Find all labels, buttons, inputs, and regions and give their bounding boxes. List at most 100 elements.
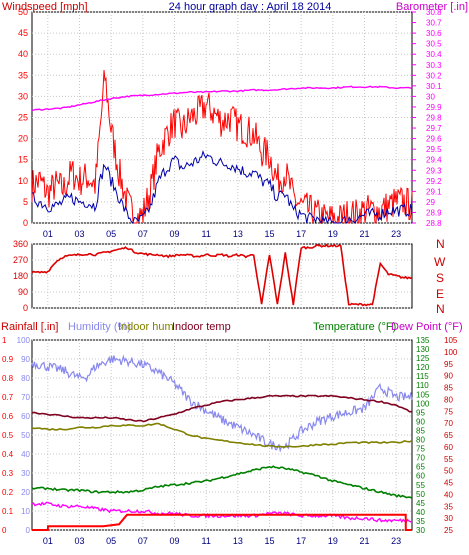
dewpoint-tick-label: 80: [444, 395, 453, 404]
barometer-tick-label: 30.7: [426, 19, 442, 28]
wind-tick-label: 20: [18, 134, 28, 144]
rainfall-tick-label: 0.9: [2, 355, 14, 364]
wind-tick-label: 35: [18, 70, 28, 80]
wind-tick-label: 50: [18, 7, 28, 17]
wind-x-tick-label: 09: [169, 229, 179, 239]
humidity-tick-label: 80: [21, 374, 30, 383]
temperature-label: Temperature (°F): [313, 321, 396, 333]
dewpoint-tick-label: 35: [444, 502, 453, 511]
rainfall-tick-label: 0.7: [2, 393, 14, 402]
humidity-tick-label: 0: [26, 526, 31, 535]
wind-gust-line: [31, 70, 413, 224]
humidity-tick-label: 20: [21, 488, 30, 497]
temperature-tick-label: 30: [416, 526, 425, 535]
rainfall-tick-label: 0: [2, 526, 7, 535]
dewpoint-tick-label: 75: [444, 407, 453, 416]
thermo-x-tick-label: 13: [233, 536, 243, 546]
barometer-tick-label: 30.2: [426, 71, 442, 80]
wind-tick-label: 0: [23, 218, 28, 228]
dewpoint-tick-label: 85: [444, 384, 453, 393]
temperature-tick-label: 95: [416, 408, 425, 417]
barometer-tick-label: 29.4: [426, 156, 442, 165]
dewpoint-label: Dew Point (°F): [391, 321, 463, 333]
barometer-tick-label: 29.7: [426, 124, 442, 133]
indoor-hum-label: Indoor hum: [118, 321, 174, 333]
barometer-tick-label: 30.3: [426, 61, 442, 70]
thermo-x-tick-label: 21: [359, 536, 369, 546]
temperature-tick-label: 100: [416, 399, 430, 408]
barometer-tick-label: 29.6: [426, 135, 442, 144]
dewpoint-tick-label: 40: [444, 490, 453, 499]
rainfall-tick-label: 0.8: [2, 374, 14, 383]
wind-average-line: [31, 149, 413, 225]
dewpoint-tick-label: 65: [444, 431, 453, 440]
barometer-tick-label: 30: [426, 92, 435, 101]
thermo-x-tick-label: 23: [391, 536, 401, 546]
thermo-x-tick-label: 09: [169, 536, 179, 546]
rainfall-tick-label: 1: [2, 336, 7, 345]
wind-x-tick-label: 05: [106, 229, 116, 239]
direction-line: [31, 243, 413, 307]
rainfall-tick-label: 0.1: [2, 507, 14, 516]
humidity-tick-label: 90: [21, 355, 30, 364]
humidity-tick-label: 60: [21, 412, 30, 421]
chart-title: 24 hour graph day : April 18 2014: [169, 1, 332, 13]
wind-x-tick-label: 17: [296, 229, 306, 239]
indoor-humidity-line: [31, 422, 413, 448]
dewpoint-tick-label: 95: [444, 360, 453, 369]
wind-tick-label: 10: [18, 176, 28, 186]
temperature-tick-label: 70: [416, 454, 425, 463]
indoor-temperature-line: [31, 394, 412, 423]
temperature-tick-label: 130: [416, 345, 430, 354]
indoor-temp-label: Indoor temp: [172, 321, 231, 333]
wind-x-tick-label: 21: [359, 229, 369, 239]
humidity-label: Humidity (%): [68, 321, 131, 333]
temperature-tick-label: 115: [416, 372, 429, 381]
rainfall-tick-label: 0.5: [2, 431, 14, 440]
thermo-x-tick-label: 19: [328, 536, 338, 546]
humidity-tick-label: 10: [21, 507, 30, 516]
dewpoint-tick-label: 100: [444, 348, 458, 357]
barometer-tick-label: 29.9: [426, 103, 442, 112]
temperature-tick-label: 50: [416, 490, 425, 499]
thermo-x-tick-label: 01: [43, 536, 53, 546]
wind-x-tick-label: 19: [328, 229, 338, 239]
wind-tick-label: 45: [18, 28, 28, 38]
direction-tick-label: 0: [23, 303, 28, 313]
humidity-line: [31, 354, 413, 453]
wind-tick-label: 25: [18, 113, 28, 123]
thermo-x-tick-label: 17: [296, 536, 306, 546]
dewpoint-tick-label: 55: [444, 455, 453, 464]
temperature-tick-label: 90: [416, 417, 425, 426]
barometer-tick-label: 30.4: [426, 50, 442, 59]
direction-letter-n-top: N: [436, 237, 445, 251]
direction-tick-label: 180: [13, 271, 28, 281]
wind-x-tick-label: 03: [74, 229, 84, 239]
wind-tick-label: 5: [23, 197, 28, 207]
thermo-x-tick-label: 03: [74, 536, 84, 546]
temperature-line: [31, 465, 413, 499]
thermo-x-tick-label: 15: [264, 536, 274, 546]
dewpoint-tick-label: 30: [444, 514, 453, 523]
direction-letter-n-bottom: N: [436, 302, 445, 316]
barometer-tick-label: 29.1: [426, 187, 442, 196]
thermo-x-tick-label: 07: [138, 536, 148, 546]
barometer-tick-label: 29.5: [426, 145, 442, 154]
barometer-tick-label: 29: [426, 198, 435, 207]
temperature-tick-label: 55: [416, 481, 425, 490]
temperature-tick-label: 85: [416, 426, 425, 435]
temperature-tick-label: 120: [416, 363, 430, 372]
rainfall-tick-label: 0.4: [2, 450, 14, 459]
wind-x-tick-label: 13: [233, 229, 243, 239]
wind-x-tick-label: 15: [264, 229, 274, 239]
direction-tick-label: 90: [18, 287, 28, 297]
dewpoint-tick-label: 50: [444, 467, 453, 476]
humidity-tick-label: 100: [17, 336, 31, 345]
rainfall-label: Rainfall [.in]: [1, 321, 58, 333]
wind-tick-label: 15: [18, 155, 28, 165]
rainfall-tick-label: 0.3: [2, 469, 14, 478]
temperature-tick-label: 135: [416, 336, 430, 345]
barometer-line: [31, 85, 413, 112]
direction-letter-s: S: [436, 271, 444, 285]
